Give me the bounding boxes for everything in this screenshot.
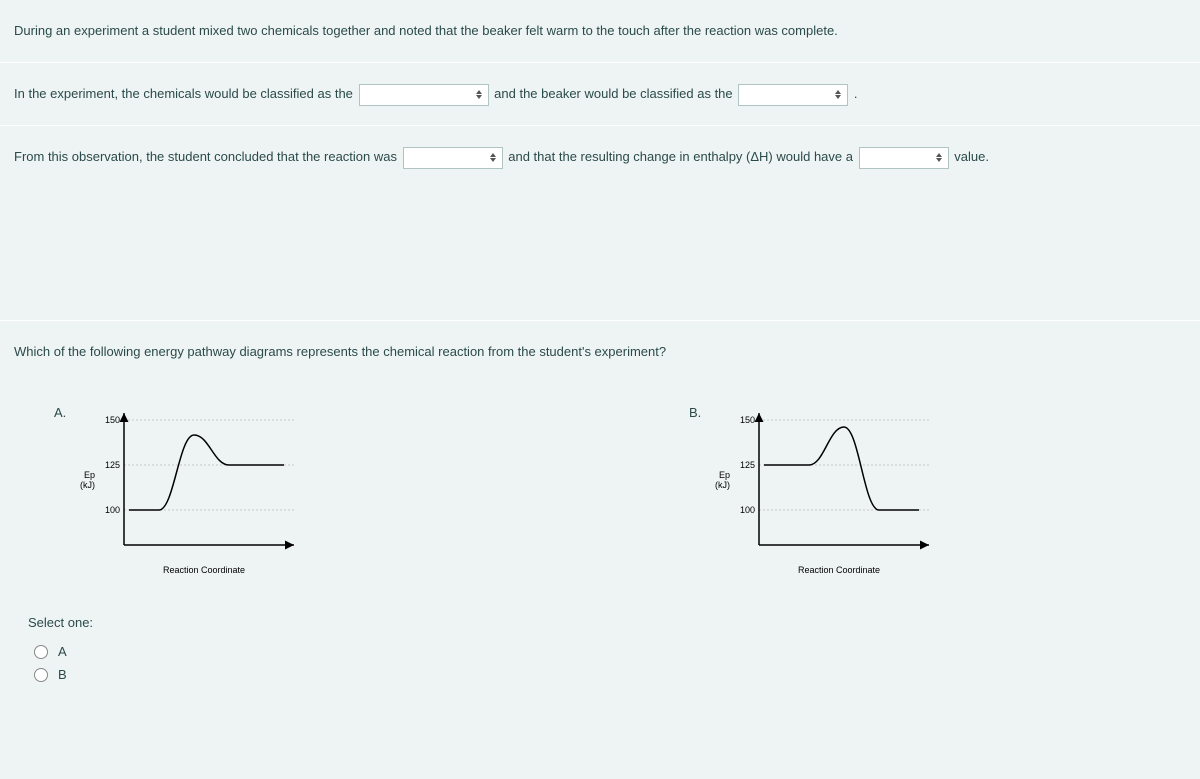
- s2-part1: From this observation, the student concl…: [14, 149, 397, 164]
- svg-text:125: 125: [105, 460, 120, 470]
- dropdown-enthalpy-sign[interactable]: [859, 147, 949, 169]
- s1-part1: In the experiment, the chemicals would b…: [14, 86, 353, 101]
- svg-text:150: 150: [740, 415, 755, 425]
- radio-label: B: [58, 667, 67, 682]
- y-axis-label: Ep (kJ): [715, 470, 734, 490]
- svg-text:125: 125: [740, 460, 755, 470]
- intro-text: During an experiment a student mixed two…: [14, 18, 1186, 44]
- svg-text:100: 100: [740, 505, 755, 515]
- dropdown-reaction-type[interactable]: [403, 147, 503, 169]
- diagram-b-label: B.: [689, 405, 707, 575]
- diagram-a: A. Ep (kJ) 150 125 100 Reaction Coordinate: [54, 405, 309, 575]
- s1-part3: .: [854, 86, 858, 101]
- chart-a-svg: 150 125 100: [99, 405, 309, 555]
- x-axis-label: Reaction Coordinate: [798, 565, 880, 575]
- y-axis-label: Ep (kJ): [80, 470, 99, 490]
- s1-part2: and the beaker would be classified as th…: [494, 86, 733, 101]
- question-3-text: Which of the following energy pathway di…: [14, 339, 1186, 365]
- dropdown-chemicals-classification[interactable]: [359, 84, 489, 106]
- select-one-label: Select one:: [28, 615, 1172, 630]
- updown-icon: [835, 90, 843, 100]
- updown-icon: [936, 153, 944, 163]
- x-axis-label: Reaction Coordinate: [163, 565, 245, 575]
- updown-icon: [490, 153, 498, 163]
- diagram-a-label: A.: [54, 405, 72, 575]
- radio-icon: [34, 668, 48, 682]
- chart-b-svg: 150 125 100: [734, 405, 944, 555]
- diagrams-container: A. Ep (kJ) 150 125 100 Reaction Coordinate…: [14, 365, 1186, 595]
- radio-option[interactable]: A: [28, 640, 1172, 663]
- radio-option[interactable]: B: [28, 663, 1172, 686]
- dropdown-beaker-classification[interactable]: [738, 84, 848, 106]
- svg-text:150: 150: [105, 415, 120, 425]
- sentence-2: From this observation, the student concl…: [14, 144, 1186, 170]
- sentence-1: In the experiment, the chemicals would b…: [14, 81, 1186, 107]
- updown-icon: [476, 90, 484, 100]
- svg-text:100: 100: [105, 505, 120, 515]
- s2-part2: and that the resulting change in enthalp…: [508, 149, 853, 164]
- radio-icon: [34, 645, 48, 659]
- radio-label: A: [58, 644, 67, 659]
- diagram-b: B. Ep (kJ) 150 125 100 Reaction Coordinate: [689, 405, 944, 575]
- s2-part3: value.: [954, 149, 989, 164]
